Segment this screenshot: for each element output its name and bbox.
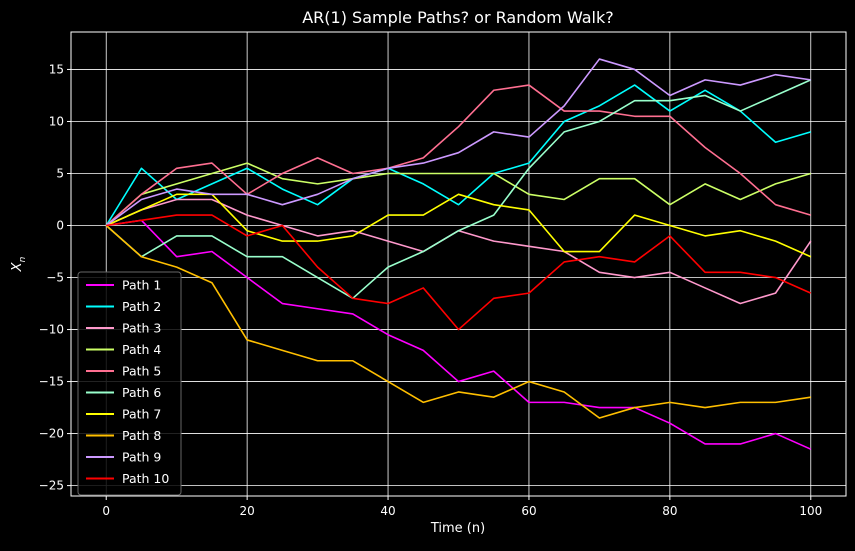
y-axis-label-main: X [10, 261, 25, 272]
y-tick-label: −10 [39, 323, 64, 337]
y-tick-label: −20 [39, 427, 64, 441]
series-line-path-9 [105, 58, 811, 227]
y-axis: −25 −20 −15 −10 −5 0 5 10 15 [39, 62, 71, 493]
x-tick-label: 40 [380, 504, 395, 518]
x-axis: 0 20 40 60 80 100 [102, 496, 822, 518]
y-tick-label: 15 [49, 62, 64, 76]
legend-label: Path 9 [122, 450, 161, 465]
series-line-path-8 [105, 224, 811, 419]
legend: Path 1 Path 2 Path 3 Path 4 Path 5 Path 6 Path… [77, 271, 182, 496]
x-tick-label: 80 [662, 504, 677, 518]
legend-label: Path 8 [122, 428, 161, 443]
series-line-path-5 [105, 84, 811, 227]
chart-title: AR(1) Sample Paths? or Random Walk? [302, 8, 614, 27]
series-line-path-10 [106, 214, 812, 331]
legend-label: Path 2 [122, 299, 161, 314]
series-line-path-6 [105, 79, 812, 300]
legend-label: Path 4 [122, 342, 161, 357]
series-line-path-1 [106, 219, 812, 450]
y-tick-label: 5 [56, 166, 64, 180]
y-tick-label: −5 [46, 271, 64, 285]
y-axis-label-subscript: n [18, 256, 28, 262]
series-lines [105, 58, 812, 450]
y-tick-label: 10 [49, 114, 64, 128]
legend-label: Path 7 [122, 407, 161, 422]
x-tick-label: 100 [799, 504, 822, 518]
plot-frame [70, 31, 847, 497]
legend-label: Path 5 [122, 364, 161, 379]
series-line-path-4 [105, 162, 811, 227]
x-tick-label: 0 [102, 504, 110, 518]
x-tick-label: 60 [521, 504, 536, 518]
legend-label: Path 6 [122, 385, 161, 400]
y-tick-label: −25 [39, 479, 64, 493]
x-tick-label: 20 [239, 504, 254, 518]
y-axis-label: Xn [10, 256, 28, 272]
y-tick-label: −15 [39, 375, 64, 389]
legend-label: Path 10 [122, 471, 169, 486]
legend-label: Path 3 [122, 321, 161, 336]
y-tick-label: 0 [56, 219, 64, 233]
legend-label: Path 1 [122, 278, 161, 293]
series-line-path-7 [105, 193, 812, 258]
x-axis-label: Time (n) [430, 521, 485, 536]
